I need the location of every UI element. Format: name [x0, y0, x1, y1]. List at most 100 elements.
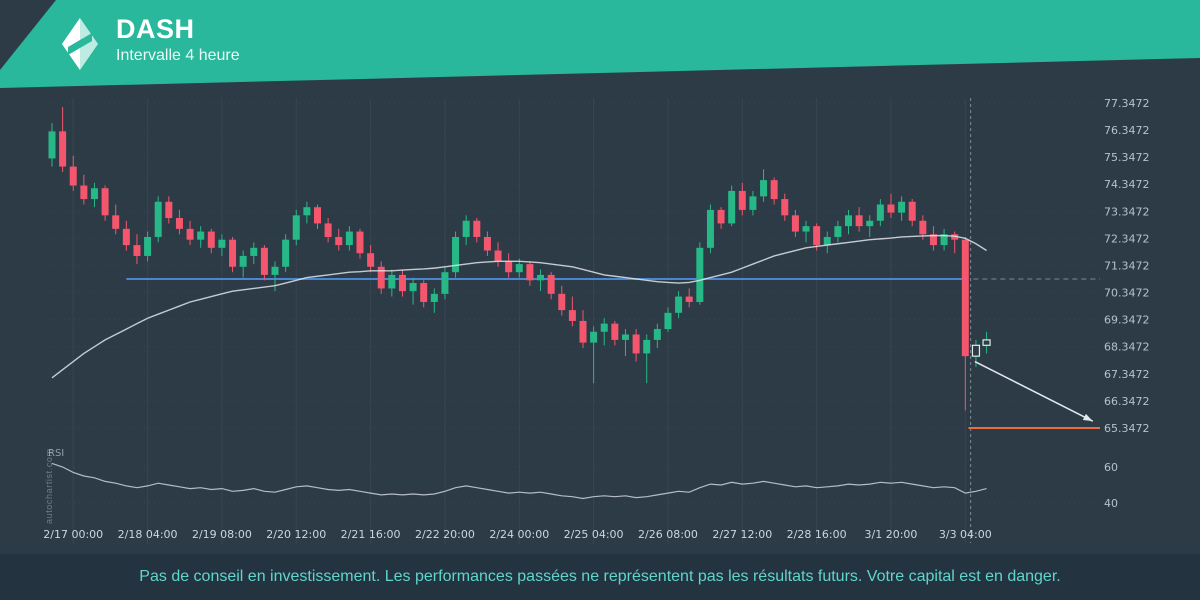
candle: [505, 261, 513, 273]
page-title: DASH: [116, 14, 195, 44]
candle: [526, 264, 534, 281]
candle: [271, 266, 279, 275]
candle: [101, 188, 109, 216]
grid-lines: [44, 98, 1098, 545]
price-axis-label: 75.3472: [1104, 151, 1150, 164]
candle: [377, 266, 385, 289]
candle: [717, 209, 725, 224]
rsi-label: RSI: [48, 448, 64, 459]
candle: [186, 228, 194, 240]
candle: [218, 239, 226, 248]
candle: [314, 207, 321, 224]
candle: [664, 312, 672, 330]
candle: [834, 226, 842, 237]
forecast-arrow: [974, 360, 1094, 422]
candle: [781, 199, 789, 216]
price-axis-label: 65.3472: [1104, 422, 1150, 435]
candle: [558, 293, 566, 311]
time-axis-label: 2/24 00:00: [489, 528, 549, 541]
candle: [367, 253, 375, 267]
candle: [760, 180, 768, 197]
candle: [409, 283, 417, 292]
candle: [175, 218, 183, 229]
time-axis-labels: 2/17 00:00 2/18 04:00 2/19 08:00 2/20 12:00…: [43, 528, 991, 541]
candle: [324, 223, 332, 237]
price-axis-label: 71.3472: [1104, 259, 1150, 272]
candle: [898, 201, 906, 213]
candle: [398, 274, 406, 292]
forecast-arrowhead: [1082, 413, 1093, 422]
candle: [749, 196, 757, 210]
candle: [515, 264, 523, 273]
candle: [961, 239, 969, 357]
candle: [738, 190, 746, 210]
candle: [728, 190, 736, 224]
candle: [154, 201, 162, 237]
price-axis-label: 68.3472: [1104, 341, 1150, 354]
time-axis-label: 2/19 08:00: [192, 528, 252, 541]
candle: [90, 188, 98, 200]
candle: [122, 228, 130, 246]
candle: [59, 131, 67, 167]
disclaimer-text: Pas de conseil en investissement. Les pe…: [139, 568, 1061, 585]
brand-logo-icon: [62, 18, 98, 70]
candle: [494, 250, 502, 262]
time-axis-label: 3/3 04:00: [939, 528, 992, 541]
price-axis-label: 76.3472: [1104, 124, 1150, 137]
time-axis-label: 2/20 12:00: [266, 528, 326, 541]
candle: [165, 201, 173, 219]
time-axis-label: 2/27 12:00: [712, 528, 772, 541]
candle: [420, 283, 428, 302]
time-axis-label: 2/17 00:00: [43, 528, 103, 541]
candle: [441, 272, 449, 294]
candle: [430, 293, 438, 302]
candle: [866, 220, 874, 227]
time-axis-label: 2/18 04:00: [118, 528, 178, 541]
candle: [547, 274, 555, 294]
price-axis-label: 73.3472: [1104, 205, 1150, 218]
candle: [600, 323, 608, 332]
candle: [887, 204, 895, 213]
candle: [229, 239, 237, 267]
candle: [813, 226, 821, 246]
candle: [770, 180, 778, 200]
candle: [632, 334, 640, 354]
time-axis-label: 2/22 20:00: [415, 528, 475, 541]
candle: [908, 201, 916, 221]
price-axis-label: 70.3472: [1104, 287, 1150, 300]
candle: [473, 220, 481, 237]
time-axis-label: 2/25 04:00: [564, 528, 624, 541]
candle: [239, 255, 247, 267]
price-axis-label: 69.3472: [1104, 314, 1150, 327]
candle: [919, 220, 927, 235]
candle: [579, 320, 587, 343]
candle: [250, 247, 258, 256]
candle: [568, 310, 576, 321]
price-axis-label: 67.3472: [1104, 368, 1150, 381]
candle: [706, 209, 714, 248]
candle: [48, 131, 56, 159]
candle: [590, 331, 598, 343]
candle: [537, 274, 545, 281]
candle: [197, 231, 205, 240]
candle: [951, 234, 959, 240]
price-axis-label: 77.3472: [1104, 97, 1150, 110]
candle: [823, 236, 831, 246]
candle: [335, 236, 343, 246]
candle: [452, 236, 460, 273]
disclaimer-bar: Pas de conseil en investissement. Les pe…: [0, 554, 1200, 600]
candle: [69, 166, 77, 186]
time-axis-label: 2/28 16:00: [787, 528, 847, 541]
rsi-line: [51, 462, 987, 500]
candle: [207, 231, 215, 248]
candles: [48, 106, 991, 411]
candle: [282, 239, 290, 267]
candle: [483, 236, 491, 251]
price-axis-labels: 77.3472 76.3472 75.3472 74.3472 73.3472 72.34…: [1104, 97, 1150, 510]
time-axis-label: 2/21 16:00: [341, 528, 401, 541]
candle: [876, 204, 884, 221]
candle: [982, 339, 991, 346]
candle: [621, 334, 629, 340]
